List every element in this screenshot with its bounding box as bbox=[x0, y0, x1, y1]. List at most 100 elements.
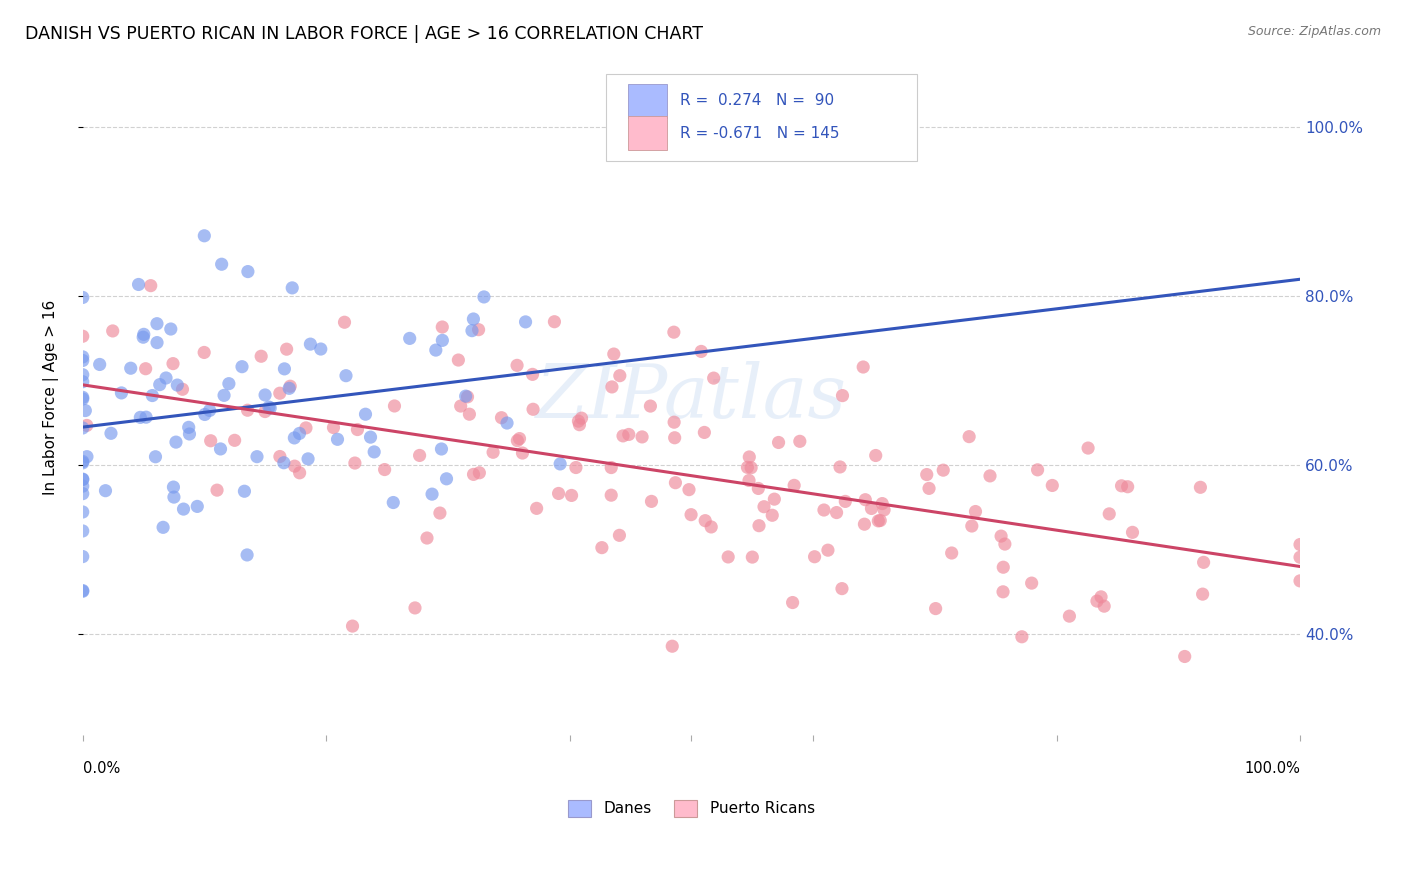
Point bbox=[278, 381, 301, 395]
Point bbox=[993, 560, 1015, 574]
Point bbox=[135, 361, 157, 376]
Point bbox=[561, 488, 583, 502]
Point bbox=[425, 343, 447, 357]
Point bbox=[662, 325, 685, 339]
Point bbox=[763, 492, 786, 507]
Point bbox=[284, 459, 307, 474]
Point bbox=[603, 347, 626, 361]
Point bbox=[288, 426, 311, 441]
Point bbox=[155, 371, 177, 385]
Point bbox=[450, 399, 472, 413]
Point bbox=[717, 549, 740, 564]
Point bbox=[165, 435, 187, 450]
Point bbox=[695, 514, 717, 528]
Point bbox=[662, 415, 685, 429]
Point bbox=[128, 277, 150, 292]
Point bbox=[1289, 574, 1312, 588]
Point bbox=[924, 601, 946, 615]
Point bbox=[75, 403, 97, 417]
Point bbox=[853, 517, 876, 532]
Point bbox=[700, 520, 723, 534]
Point bbox=[860, 501, 883, 516]
Point bbox=[693, 425, 716, 440]
Point bbox=[326, 433, 349, 447]
Point bbox=[100, 426, 122, 441]
Point bbox=[94, 483, 117, 498]
Point bbox=[965, 504, 987, 518]
Point bbox=[828, 459, 851, 474]
Point bbox=[233, 484, 256, 499]
Point bbox=[522, 402, 544, 417]
Point bbox=[72, 584, 94, 599]
Point bbox=[609, 368, 631, 383]
Point bbox=[322, 420, 344, 434]
Point bbox=[664, 431, 686, 445]
Point bbox=[567, 414, 589, 428]
Point bbox=[224, 434, 246, 448]
Point bbox=[72, 329, 94, 343]
Point bbox=[198, 403, 221, 417]
Point bbox=[991, 584, 1014, 599]
Point bbox=[1192, 555, 1215, 569]
Point bbox=[72, 421, 94, 435]
Point bbox=[1116, 480, 1139, 494]
Point bbox=[120, 361, 142, 376]
Point bbox=[129, 410, 152, 425]
Point bbox=[761, 508, 783, 523]
Point bbox=[1098, 507, 1121, 521]
Point bbox=[1121, 525, 1143, 540]
Point bbox=[146, 335, 169, 350]
Point bbox=[664, 475, 686, 490]
Point bbox=[591, 541, 613, 555]
Point bbox=[458, 407, 481, 421]
Point bbox=[236, 403, 259, 417]
Point bbox=[1059, 609, 1081, 624]
Point bbox=[162, 480, 184, 494]
Point bbox=[162, 357, 184, 371]
Point bbox=[463, 467, 485, 482]
Point bbox=[420, 487, 443, 501]
Point bbox=[463, 312, 485, 326]
Point bbox=[209, 442, 232, 456]
Point bbox=[72, 350, 94, 364]
Point bbox=[72, 524, 94, 538]
Point bbox=[600, 380, 623, 394]
Point bbox=[994, 537, 1017, 551]
Point bbox=[139, 278, 162, 293]
Point bbox=[941, 546, 963, 560]
Point bbox=[825, 506, 848, 520]
Point bbox=[740, 460, 762, 475]
FancyBboxPatch shape bbox=[606, 74, 917, 161]
Point bbox=[273, 362, 295, 376]
Point bbox=[681, 508, 703, 522]
Point bbox=[343, 456, 366, 470]
Point bbox=[110, 385, 132, 400]
Point bbox=[72, 290, 94, 304]
Point bbox=[360, 430, 382, 444]
Point bbox=[72, 456, 94, 470]
Point bbox=[1011, 630, 1033, 644]
Point bbox=[283, 431, 305, 445]
Point bbox=[522, 368, 544, 382]
Point bbox=[146, 317, 169, 331]
Point bbox=[547, 486, 569, 500]
Point bbox=[76, 418, 98, 433]
Point bbox=[141, 388, 163, 402]
Point bbox=[179, 427, 201, 442]
Point bbox=[430, 442, 453, 456]
Point bbox=[218, 376, 240, 391]
Point bbox=[1092, 599, 1115, 614]
Point bbox=[468, 466, 491, 480]
Point bbox=[259, 401, 281, 415]
Point bbox=[333, 315, 356, 329]
Point bbox=[295, 421, 318, 435]
Point bbox=[932, 463, 955, 477]
Point bbox=[1090, 590, 1112, 604]
Text: 100.0%: 100.0% bbox=[1244, 761, 1301, 776]
Point bbox=[193, 228, 215, 243]
Point bbox=[1026, 463, 1049, 477]
Point bbox=[335, 368, 357, 383]
Point bbox=[609, 528, 631, 542]
Point bbox=[678, 483, 700, 497]
Point bbox=[72, 583, 94, 598]
